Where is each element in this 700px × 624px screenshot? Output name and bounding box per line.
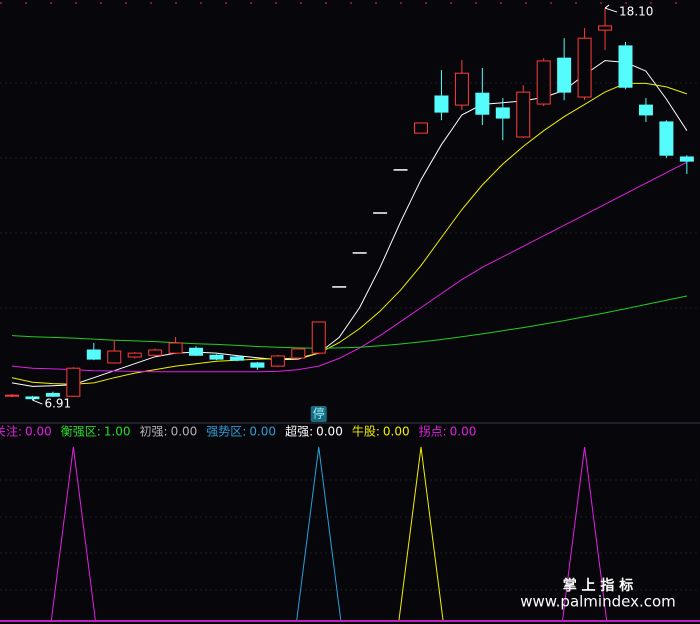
- candle-body: [475, 92, 490, 115]
- candle-body: [127, 352, 142, 358]
- legend-name: 超强:: [285, 424, 313, 439]
- candle-body: [516, 91, 531, 138]
- candle-body: [618, 45, 633, 88]
- candle-body: [86, 349, 101, 360]
- candle-body: [679, 156, 694, 162]
- candle-body: [291, 348, 306, 359]
- signal-spike: [50, 446, 96, 621]
- candle-body: [495, 107, 510, 119]
- ma-line: [11, 60, 688, 387]
- signal-spike: [398, 446, 444, 621]
- watermark-url: www.palmindex.com: [520, 593, 676, 611]
- badge-box: [310, 406, 327, 422]
- candle-body: [229, 356, 244, 361]
- legend-value: 0.00: [25, 425, 52, 439]
- candle-body: [454, 72, 469, 106]
- candle-body: [25, 396, 40, 400]
- candle-body: [250, 362, 265, 368]
- annotation-label: 18.10: [619, 5, 653, 19]
- legend-value: 0.00: [171, 425, 198, 439]
- candle-body: [209, 354, 224, 360]
- annotation-arrow: [604, 4, 618, 13]
- legend-name: 衡强区:: [61, 425, 101, 439]
- candle-body: [414, 122, 428, 134]
- legend-value: 0.00: [383, 425, 410, 439]
- legend-value: 0.00: [316, 425, 343, 439]
- signal-spike: [296, 446, 342, 621]
- candle-body: [557, 57, 572, 93]
- candle-body: [66, 367, 81, 397]
- candle-body: [148, 349, 163, 356]
- legend-name: 牛股:: [352, 424, 380, 439]
- badge-text: 停: [313, 406, 325, 421]
- legend-name: 初强:: [140, 425, 168, 439]
- annotation-arrow: [32, 396, 43, 405]
- candle-body: [536, 60, 551, 105]
- candle-body: [168, 342, 183, 354]
- candle-body: [659, 121, 674, 156]
- candle-body: [107, 350, 122, 364]
- legend-name: 关注:: [0, 424, 22, 439]
- candle-body: [598, 25, 613, 31]
- candle-body: [189, 347, 204, 356]
- candle-body: [434, 95, 449, 113]
- legend-value: 0.00: [450, 425, 477, 439]
- ma-line: [11, 82, 688, 385]
- legend-name: 强势区:: [206, 425, 246, 439]
- ma-line: [11, 295, 688, 349]
- candle-body: [270, 355, 285, 367]
- candle-body: [45, 392, 60, 397]
- signal-spike: [562, 446, 608, 621]
- candle-body: [5, 394, 19, 397]
- watermark-title: 掌 上 指 标: [563, 577, 634, 594]
- ma-line: [11, 161, 688, 373]
- candle-body: [577, 37, 592, 98]
- legend-value: 1.00: [104, 425, 131, 439]
- legend-value: 0.00: [249, 425, 276, 439]
- legend-name: 拐点:: [419, 424, 447, 439]
- candle-body: [311, 321, 326, 354]
- annotation-label: 6.91: [44, 397, 71, 411]
- candle-body: [638, 104, 653, 116]
